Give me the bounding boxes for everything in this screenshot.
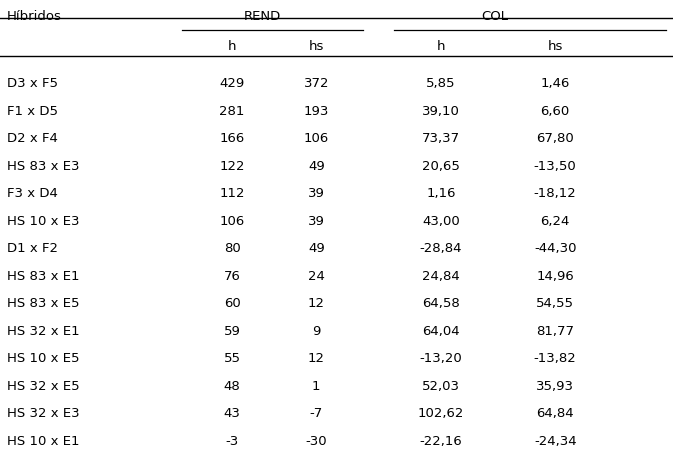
Text: 81,77: 81,77 [536, 325, 574, 338]
Text: h: h [437, 40, 445, 52]
Text: 55: 55 [223, 352, 241, 365]
Text: 39: 39 [308, 215, 325, 228]
Text: 193: 193 [304, 105, 329, 118]
Text: 80: 80 [224, 242, 240, 255]
Text: 5,85: 5,85 [426, 77, 456, 90]
Text: 106: 106 [304, 132, 329, 145]
Text: 112: 112 [219, 187, 245, 200]
Text: 9: 9 [312, 325, 320, 338]
Text: 39,10: 39,10 [422, 105, 460, 118]
Text: 1,46: 1,46 [540, 77, 570, 90]
Text: 59: 59 [223, 325, 241, 338]
Text: COL: COL [481, 10, 508, 24]
Text: F3 x D4: F3 x D4 [7, 187, 58, 200]
Text: HS 83 x E5: HS 83 x E5 [7, 297, 79, 310]
Text: hs: hs [309, 40, 324, 52]
Text: 76: 76 [223, 270, 241, 283]
Text: 12: 12 [308, 352, 325, 365]
Text: h: h [228, 40, 236, 52]
Text: -30: -30 [306, 435, 327, 448]
Text: -13,82: -13,82 [534, 352, 577, 365]
Text: HS 32 x E1: HS 32 x E1 [7, 325, 79, 338]
Text: HS 10 x E5: HS 10 x E5 [7, 352, 79, 365]
Text: 12: 12 [308, 297, 325, 310]
Text: 166: 166 [219, 132, 245, 145]
Text: 39: 39 [308, 187, 325, 200]
Text: HS 10 x E1: HS 10 x E1 [7, 435, 79, 448]
Text: 67,80: 67,80 [536, 132, 574, 145]
Text: D2 x F4: D2 x F4 [7, 132, 58, 145]
Text: 73,37: 73,37 [422, 132, 460, 145]
Text: 43: 43 [223, 407, 241, 420]
Text: 64,04: 64,04 [422, 325, 460, 338]
Text: 6,60: 6,60 [540, 105, 570, 118]
Text: REND: REND [244, 10, 281, 24]
Text: 48: 48 [224, 380, 240, 393]
Text: F1 x D5: F1 x D5 [7, 105, 58, 118]
Text: D3 x F5: D3 x F5 [7, 77, 58, 90]
Text: 54,55: 54,55 [536, 297, 574, 310]
Text: -18,12: -18,12 [534, 187, 577, 200]
Text: 429: 429 [219, 77, 245, 90]
Text: 14,96: 14,96 [536, 270, 574, 283]
Text: 64,84: 64,84 [536, 407, 574, 420]
Text: 372: 372 [304, 77, 329, 90]
Text: 35,93: 35,93 [536, 380, 574, 393]
Text: 1,16: 1,16 [426, 187, 456, 200]
Text: -22,16: -22,16 [419, 435, 462, 448]
Text: 60: 60 [224, 297, 240, 310]
Text: hs: hs [548, 40, 563, 52]
Text: 1: 1 [312, 380, 320, 393]
Text: 64,58: 64,58 [422, 297, 460, 310]
Text: 281: 281 [219, 105, 245, 118]
Text: -13,50: -13,50 [534, 160, 577, 173]
Text: 24,84: 24,84 [422, 270, 460, 283]
Text: 43,00: 43,00 [422, 215, 460, 228]
Text: HS 10 x E3: HS 10 x E3 [7, 215, 79, 228]
Text: HS 83 x E1: HS 83 x E1 [7, 270, 79, 283]
Text: Híbridos: Híbridos [7, 10, 62, 24]
Text: HS 32 x E5: HS 32 x E5 [7, 380, 79, 393]
Text: 52,03: 52,03 [422, 380, 460, 393]
Text: 24: 24 [308, 270, 325, 283]
Text: -7: -7 [310, 407, 323, 420]
Text: 102,62: 102,62 [418, 407, 464, 420]
Text: HS 83 x E3: HS 83 x E3 [7, 160, 79, 173]
Text: -44,30: -44,30 [534, 242, 577, 255]
Text: 122: 122 [219, 160, 245, 173]
Text: 106: 106 [219, 215, 245, 228]
Text: 49: 49 [308, 160, 324, 173]
Text: 6,24: 6,24 [540, 215, 570, 228]
Text: 20,65: 20,65 [422, 160, 460, 173]
Text: -3: -3 [225, 435, 239, 448]
Text: -24,34: -24,34 [534, 435, 577, 448]
Text: D1 x F2: D1 x F2 [7, 242, 58, 255]
Text: -28,84: -28,84 [419, 242, 462, 255]
Text: -13,20: -13,20 [419, 352, 462, 365]
Text: HS 32 x E3: HS 32 x E3 [7, 407, 79, 420]
Text: 49: 49 [308, 242, 324, 255]
